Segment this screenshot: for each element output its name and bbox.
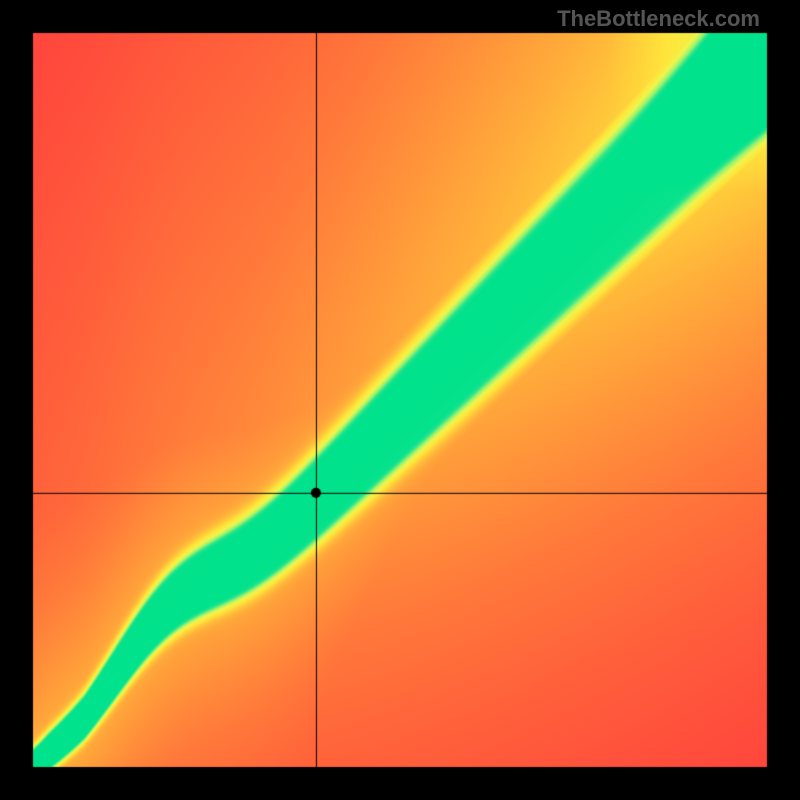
watermark-text: TheBottleneck.com [557,6,760,32]
chart-container: TheBottleneck.com [0,0,800,800]
bottleneck-heatmap [0,0,800,800]
